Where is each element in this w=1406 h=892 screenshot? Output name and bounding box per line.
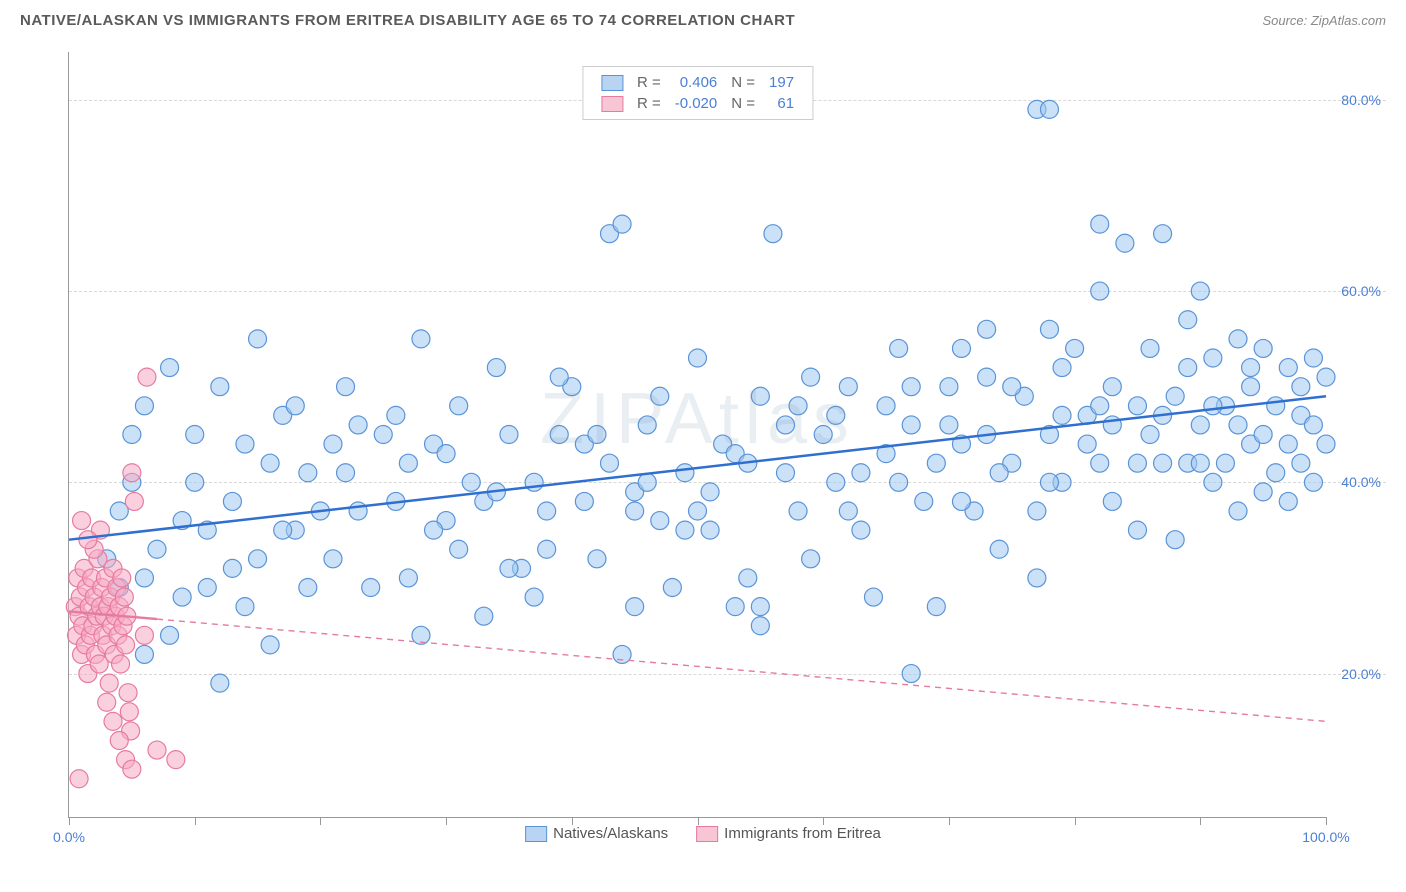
source-attribution: Source: ZipAtlas.com bbox=[1262, 13, 1386, 28]
chart-container: Disability Age 65 to 74 ZIPAtlas R = 0.4… bbox=[20, 44, 1386, 848]
legend-swatch-2 bbox=[696, 826, 718, 842]
legend-label-1: Natives/Alaskans bbox=[553, 825, 668, 842]
r-label-1: R = bbox=[631, 73, 667, 92]
series-legend: Natives/Alaskans Immigrants from Eritrea bbox=[525, 825, 881, 842]
r-value-1: 0.406 bbox=[669, 73, 724, 92]
xtick bbox=[1075, 817, 1076, 825]
xtick-label: 0.0% bbox=[53, 829, 85, 845]
xtick bbox=[320, 817, 321, 825]
trendline-solid bbox=[69, 611, 157, 619]
ytick-label: 80.0% bbox=[1331, 92, 1381, 108]
source-prefix: Source: bbox=[1262, 13, 1310, 28]
xtick bbox=[1326, 817, 1327, 825]
n-label-1: N = bbox=[725, 73, 761, 92]
r-label-2: R = bbox=[631, 94, 667, 113]
plot-area: ZIPAtlas R = 0.406 N = 197 R = -0.020 N … bbox=[68, 52, 1326, 818]
stats-swatch-1 bbox=[601, 75, 623, 91]
ytick-label: 60.0% bbox=[1331, 283, 1381, 299]
source-name: ZipAtlas.com bbox=[1311, 13, 1386, 28]
n-value-1: 197 bbox=[763, 73, 800, 92]
stats-swatch-2 bbox=[601, 96, 623, 112]
xtick bbox=[698, 817, 699, 825]
xtick bbox=[572, 817, 573, 825]
chart-title: NATIVE/ALASKAN VS IMMIGRANTS FROM ERITRE… bbox=[20, 12, 795, 29]
trendline bbox=[69, 396, 1326, 539]
trendline-dashed bbox=[157, 619, 1326, 721]
legend-item-2: Immigrants from Eritrea bbox=[696, 825, 881, 842]
legend-swatch-1 bbox=[525, 826, 547, 842]
xtick bbox=[1200, 817, 1201, 825]
stats-legend: R = 0.406 N = 197 R = -0.020 N = 61 bbox=[582, 66, 813, 120]
trendlines-layer bbox=[69, 52, 1326, 817]
xtick bbox=[949, 817, 950, 825]
header: NATIVE/ALASKAN VS IMMIGRANTS FROM ERITRE… bbox=[0, 0, 1406, 37]
xtick bbox=[823, 817, 824, 825]
n-label-2: N = bbox=[725, 94, 761, 113]
ytick-label: 20.0% bbox=[1331, 666, 1381, 682]
legend-label-2: Immigrants from Eritrea bbox=[724, 825, 881, 842]
xtick bbox=[195, 817, 196, 825]
stats-row-1: R = 0.406 N = 197 bbox=[595, 73, 800, 92]
stats-table: R = 0.406 N = 197 R = -0.020 N = 61 bbox=[593, 71, 802, 115]
xtick-label: 100.0% bbox=[1302, 829, 1349, 845]
r-value-2: -0.020 bbox=[669, 94, 724, 113]
n-value-2: 61 bbox=[763, 94, 800, 113]
xtick bbox=[69, 817, 70, 825]
legend-item-1: Natives/Alaskans bbox=[525, 825, 668, 842]
stats-row-2: R = -0.020 N = 61 bbox=[595, 94, 800, 113]
ytick-label: 40.0% bbox=[1331, 474, 1381, 490]
xtick bbox=[446, 817, 447, 825]
